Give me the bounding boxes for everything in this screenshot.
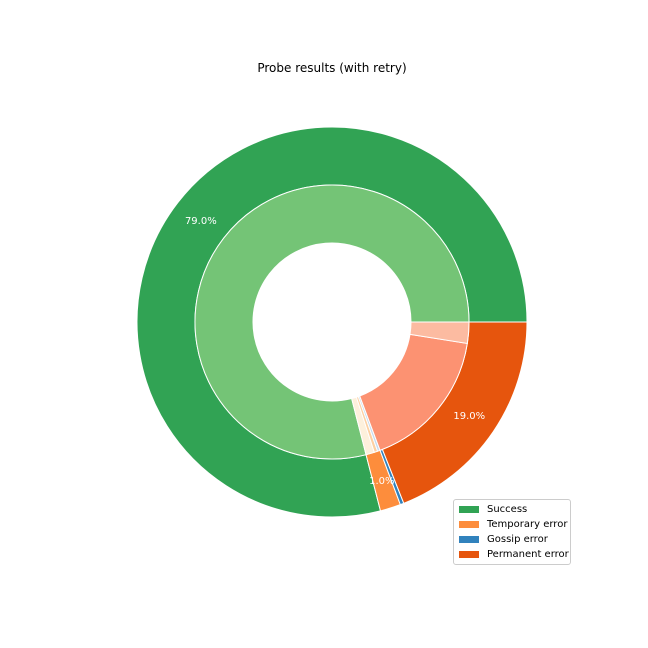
legend-label: Gossip error bbox=[487, 534, 548, 545]
inner-wedge bbox=[409, 321, 470, 345]
legend-swatch bbox=[459, 521, 479, 528]
legend-item-success: Success bbox=[454, 502, 570, 517]
legend-item-temporary-error: Temporary error bbox=[454, 517, 570, 532]
legend-item-gossip-error: Gossip error bbox=[454, 532, 570, 547]
label-temporary-error: 1.0% bbox=[369, 476, 394, 487]
label-permanent-error: 19.0% bbox=[453, 411, 485, 422]
legend-swatch bbox=[459, 551, 479, 558]
legend-label: Temporary error bbox=[487, 519, 568, 530]
legend-swatch bbox=[459, 506, 479, 513]
legend: Success Temporary error Gossip error Per… bbox=[453, 499, 571, 565]
legend-label: Permanent error bbox=[487, 549, 569, 560]
legend-item-permanent-error: Permanent error bbox=[454, 547, 570, 562]
label-success: 79.0% bbox=[185, 216, 217, 227]
percentage-labels: 79.0% 1.0% 19.0% bbox=[185, 216, 485, 487]
legend-swatch bbox=[459, 536, 479, 543]
inner-ring bbox=[194, 184, 470, 460]
legend-label: Success bbox=[487, 504, 528, 515]
inner-wedge bbox=[194, 184, 470, 460]
chart-title: Probe results (with retry) bbox=[257, 61, 406, 75]
